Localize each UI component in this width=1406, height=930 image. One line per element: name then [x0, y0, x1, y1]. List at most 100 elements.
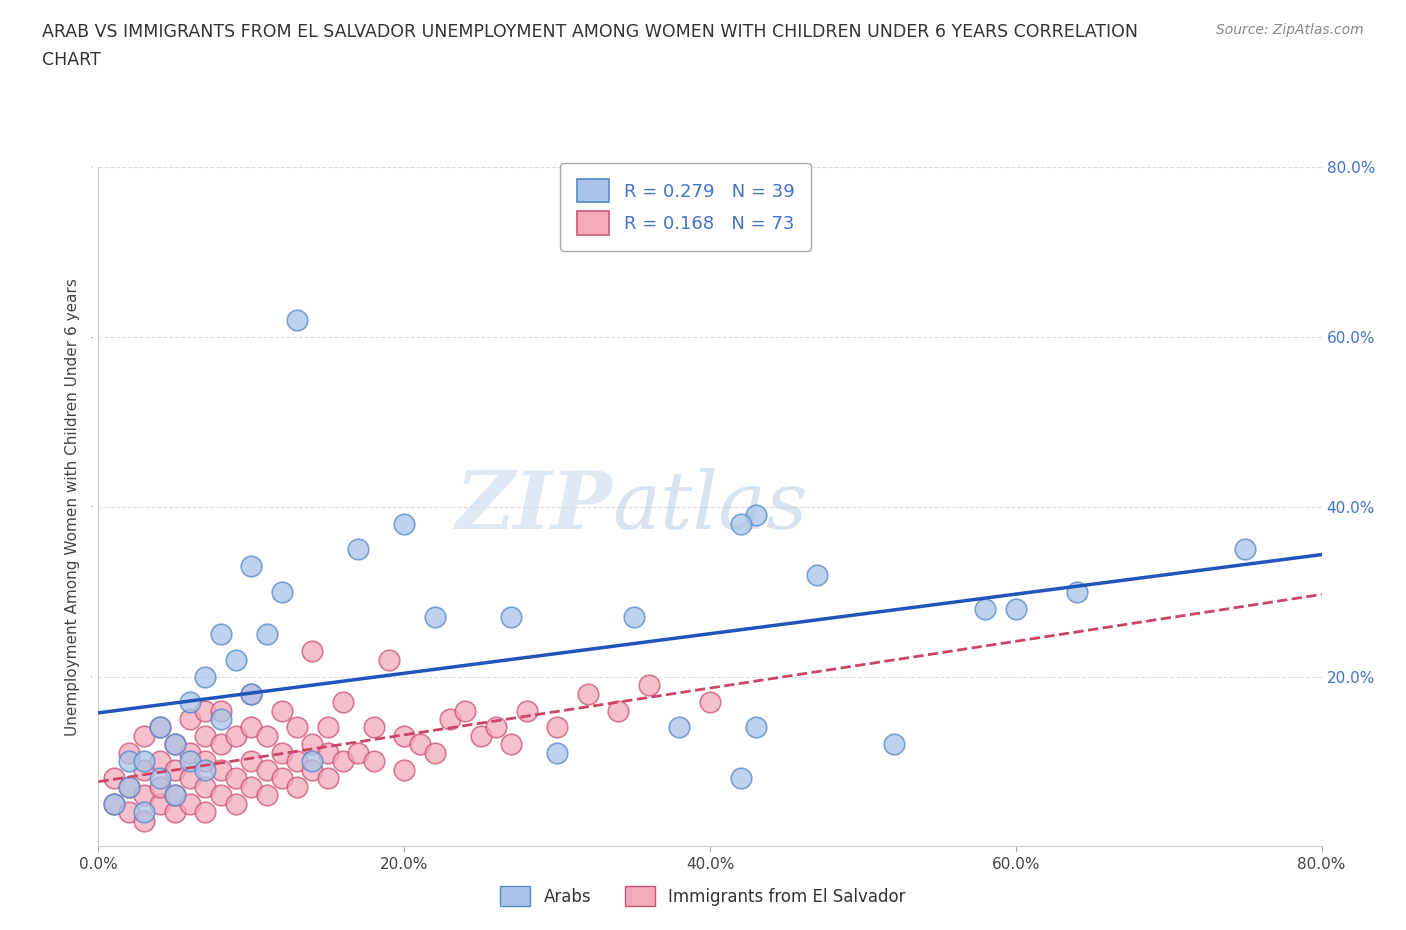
Legend: Arabs, Immigrants from El Salvador: Arabs, Immigrants from El Salvador [494, 880, 912, 912]
Point [285, 312, 308, 327]
Point [118, 746, 141, 761]
Point [699, 695, 721, 710]
Point [316, 746, 339, 761]
Point [623, 610, 645, 625]
Point [240, 686, 263, 701]
Point [149, 720, 172, 735]
Point [163, 788, 186, 803]
Point [209, 788, 232, 803]
Point [546, 720, 568, 735]
Point [454, 703, 477, 718]
Point [240, 686, 263, 701]
Point [103, 796, 125, 811]
Point [363, 720, 385, 735]
Text: Source: ZipAtlas.com: Source: ZipAtlas.com [1216, 23, 1364, 37]
Point [118, 754, 141, 769]
Point [332, 695, 354, 710]
Point [225, 796, 247, 811]
Point [118, 779, 141, 794]
Point [118, 805, 141, 820]
Point [301, 763, 323, 777]
Point [256, 788, 278, 803]
Point [179, 754, 201, 769]
Point [730, 516, 752, 531]
Point [179, 771, 201, 786]
Point [103, 796, 125, 811]
Point [745, 508, 768, 523]
Point [1004, 602, 1026, 617]
Point [470, 728, 492, 743]
Point [149, 779, 172, 794]
Point [163, 737, 186, 752]
Point [423, 610, 446, 625]
Point [163, 737, 186, 752]
Point [637, 678, 661, 693]
Point [225, 652, 247, 667]
Point [883, 737, 905, 752]
Point [392, 763, 416, 777]
Point [270, 703, 292, 718]
Point [256, 627, 278, 642]
Point [347, 746, 370, 761]
Text: ARAB VS IMMIGRANTS FROM EL SALVADOR UNEMPLOYMENT AMONG WOMEN WITH CHILDREN UNDER: ARAB VS IMMIGRANTS FROM EL SALVADOR UNEM… [42, 23, 1139, 41]
Point [439, 711, 461, 726]
Text: CHART: CHART [42, 51, 101, 69]
Point [316, 771, 339, 786]
Point [163, 763, 186, 777]
Point [149, 720, 172, 735]
Point [240, 559, 263, 574]
Point [285, 720, 308, 735]
Point [576, 686, 599, 701]
Point [149, 771, 172, 786]
Point [332, 754, 354, 769]
Point [408, 737, 430, 752]
Point [546, 746, 568, 761]
Point [270, 584, 292, 599]
Point [501, 737, 523, 752]
Point [194, 779, 217, 794]
Point [179, 796, 201, 811]
Point [285, 754, 308, 769]
Point [301, 737, 323, 752]
Point [209, 627, 232, 642]
Point [730, 771, 752, 786]
Point [209, 737, 232, 752]
Point [745, 720, 768, 735]
Point [378, 652, 401, 667]
Point [134, 754, 156, 769]
Text: atlas: atlas [612, 468, 807, 546]
Point [225, 728, 247, 743]
Point [194, 728, 217, 743]
Point [347, 542, 370, 557]
Point [103, 771, 125, 786]
Point [363, 754, 385, 769]
Point [1234, 542, 1257, 557]
Point [179, 711, 201, 726]
Point [194, 670, 217, 684]
Point [240, 720, 263, 735]
Point [194, 763, 217, 777]
Point [134, 728, 156, 743]
Point [392, 516, 416, 531]
Point [209, 711, 232, 726]
Point [179, 695, 201, 710]
Point [134, 805, 156, 820]
Legend: R = 0.279   N = 39, R = 0.168   N = 73: R = 0.279 N = 39, R = 0.168 N = 73 [561, 163, 811, 251]
Point [392, 728, 416, 743]
Point [149, 796, 172, 811]
Point [256, 728, 278, 743]
Point [668, 720, 690, 735]
Point [134, 814, 156, 829]
Point [194, 754, 217, 769]
Point [209, 763, 232, 777]
Y-axis label: Unemployment Among Women with Children Under 6 years: Unemployment Among Women with Children U… [65, 278, 80, 736]
Point [501, 610, 523, 625]
Text: ZIP: ZIP [456, 468, 612, 546]
Point [163, 788, 186, 803]
Point [316, 720, 339, 735]
Point [240, 754, 263, 769]
Point [806, 567, 828, 582]
Point [134, 763, 156, 777]
Point [1066, 584, 1088, 599]
Point [270, 771, 292, 786]
